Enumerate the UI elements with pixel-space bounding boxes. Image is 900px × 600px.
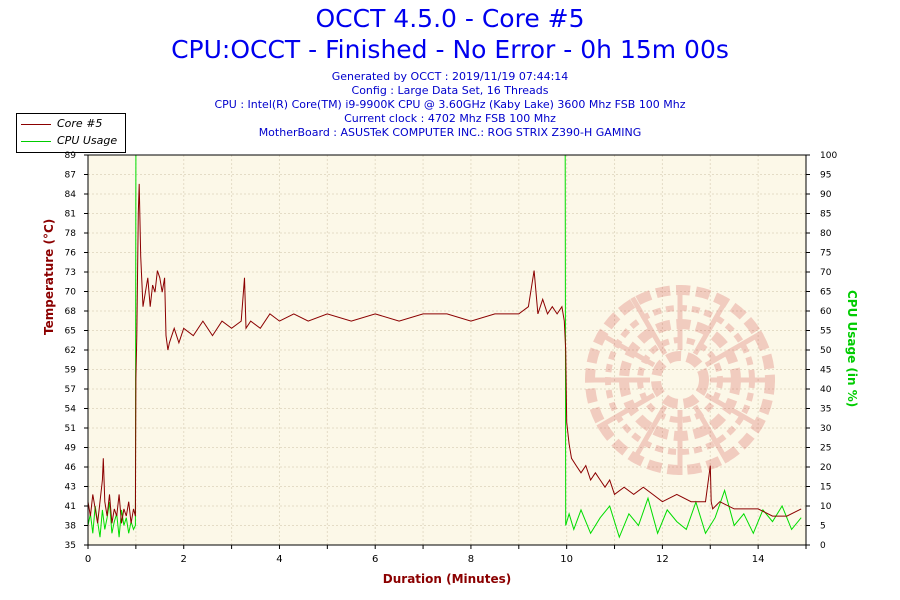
y-left-tick-label: 68 (65, 307, 77, 317)
watermark-spoke (704, 392, 764, 430)
y-left-tick-label: 78 (65, 229, 77, 239)
y-left-tick-label: 49 (65, 444, 77, 454)
y-right-tick-label: 100 (820, 151, 837, 161)
y-left-tick-label: 89 (65, 151, 77, 161)
x-tick-label: 10 (560, 554, 573, 565)
y-right-tick-label: 85 (820, 210, 831, 220)
y-right-tick-label: 75 (820, 249, 831, 259)
watermark-spoke (596, 330, 656, 368)
y-axis-left-label-text: Temperature (°C) (42, 218, 56, 335)
y-right-tick-label: 25 (820, 444, 831, 454)
x-tick-label: 12 (656, 554, 669, 565)
x-tick-label: 4 (276, 554, 282, 565)
y-axis-left-label: Temperature (°C) (42, 219, 62, 335)
watermark-ring (651, 351, 709, 409)
y-left-tick-label: 54 (65, 405, 77, 415)
watermark-spoke (630, 296, 668, 356)
y-right-tick-label: 95 (820, 171, 831, 181)
watermark-ring (605, 305, 755, 455)
y-right-tick-label: 20 (820, 463, 832, 473)
y-left-tick-label: 46 (65, 463, 77, 473)
watermark-ring (637, 337, 723, 423)
y-left-tick-label: 76 (65, 249, 77, 259)
motherboard-info: MotherBoard : ASUSTeK COMPUTER INC.: ROG… (258, 126, 642, 139)
y-right-tick-label: 60 (820, 307, 832, 317)
watermark-spoke (692, 296, 730, 356)
y-right-tick-label: 55 (820, 327, 831, 337)
legend-swatch-cpu-usage (21, 141, 51, 142)
legend-label-core5: Core #5 (57, 117, 103, 130)
clock-info: Current clock : 4702 Mhz FSB 100 Mhz (344, 112, 556, 125)
x-tick-label: 2 (181, 554, 187, 565)
y-right-tick-label: 65 (820, 288, 831, 298)
watermark-spoke (596, 392, 656, 430)
legend-label-cpu-usage: CPU Usage (57, 134, 118, 147)
y-right-tick-label: 10 (820, 502, 832, 512)
series-line-core5 (87, 183, 802, 524)
axis-ticks: 0 2 4 6 8 10 12 1405101520253035404550556065707… (65, 151, 838, 565)
y-left-tick-label: 41 (65, 502, 76, 512)
y-right-tick-label: 80 (820, 229, 832, 239)
y-left-tick-label: 43 (65, 483, 76, 493)
y-axis-right-label-text: CPU Usage (in %) (845, 290, 859, 408)
y-right-tick-label: 5 (820, 522, 826, 532)
chart-title: OCCT 4.5.0 - Core #5 (315, 4, 585, 33)
x-tick-label: 0 (85, 554, 91, 565)
y-left-tick-label: 84 (65, 190, 77, 200)
generated-info: Generated by OCCT : 2019/11/19 07:44:14 (331, 70, 569, 83)
y-left-tick-label: 87 (65, 171, 76, 181)
y-left-tick-label: 81 (65, 210, 76, 220)
x-tick-label: 8 (468, 554, 474, 565)
y-left-tick-label: 73 (65, 268, 76, 278)
y-left-tick-label: 57 (65, 385, 76, 395)
watermark-spoke (630, 404, 668, 464)
y-right-tick-label: 50 (820, 346, 832, 356)
legend-item-cpu-usage: CPU Usage (17, 133, 125, 149)
y-left-tick-label: 70 (65, 288, 77, 298)
y-left-tick-label: 62 (65, 346, 76, 356)
y-left-tick-label: 38 (65, 522, 77, 532)
legend-item-core5: Core #5 (17, 116, 125, 132)
chart-legend: Core #5 CPU Usage (16, 113, 126, 153)
chart-subtitle: CPU:OCCT - Finished - No Error - 0h 15m … (171, 35, 729, 64)
y-right-tick-label: 40 (820, 385, 832, 395)
watermark-ring (585, 285, 775, 475)
watermark-ring (619, 319, 741, 441)
y-left-tick-label: 51 (65, 424, 76, 434)
y-right-tick-label: 45 (820, 366, 831, 376)
watermark-spoke (692, 404, 730, 464)
legend-swatch-core5 (21, 124, 51, 125)
x-tick-label: 6 (372, 554, 378, 565)
y-right-tick-label: 90 (820, 190, 832, 200)
x-tick-label: 14 (752, 554, 765, 565)
x-axis-label: Duration (Minutes) (382, 572, 512, 586)
y-right-tick-label: 0 (820, 541, 826, 551)
y-right-tick-label: 35 (820, 405, 831, 415)
y-left-tick-label: 65 (65, 327, 76, 337)
config-info: Config : Large Data Set, 16 Threads (351, 84, 549, 97)
watermark-logo-icon (585, 285, 775, 475)
y-left-tick-label: 59 (65, 366, 77, 376)
cpu-info: CPU : Intel(R) Core(TM) i9-9900K CPU @ 3… (214, 98, 686, 111)
y-left-tick-label: 35 (65, 541, 76, 551)
plot-area (88, 155, 806, 545)
y-right-tick-label: 15 (820, 483, 831, 493)
y-right-tick-label: 70 (820, 268, 832, 278)
watermark-spoke (704, 330, 764, 368)
y-right-tick-label: 30 (820, 424, 832, 434)
